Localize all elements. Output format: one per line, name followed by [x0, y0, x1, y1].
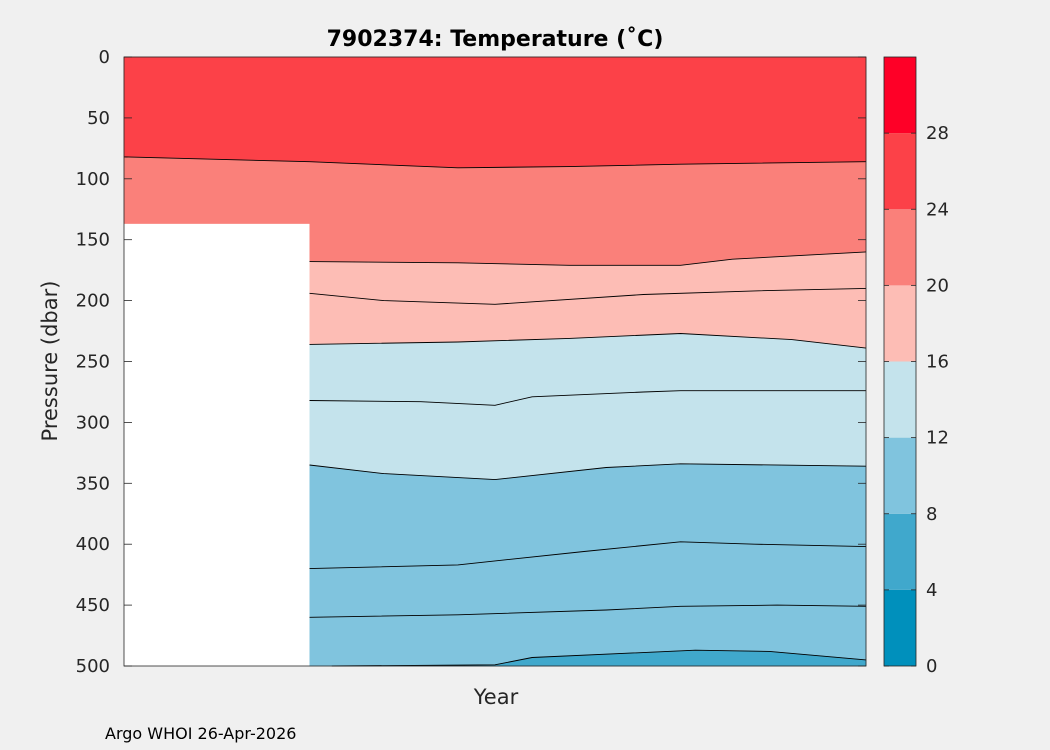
contour-line-24	[123, 156, 867, 169]
colorbar-segment	[884, 57, 916, 134]
contour-plot-area	[123, 56, 867, 667]
colorbar-tick-label: 4	[926, 580, 937, 601]
y-tick-label: 450	[76, 595, 110, 616]
y-tick-label: 350	[76, 473, 110, 494]
missing-data-region	[124, 223, 310, 666]
y-tick-label: 0	[99, 47, 110, 68]
colorbar-segment	[884, 513, 916, 590]
y-tick-label: 100	[76, 169, 110, 190]
band-warm-upper	[309, 161, 867, 266]
contour-line-10	[309, 541, 867, 570]
contour-line-20	[309, 251, 867, 266]
y-tick-label: 300	[76, 412, 110, 433]
colorbar: 0 4 8 12 16 20 24 28	[883, 56, 949, 677]
contour-line-16	[309, 333, 867, 349]
band-warm-upper-left	[123, 156, 310, 225]
colorbar-tick-label: 24	[926, 199, 949, 220]
colorbar-tick-label: 16	[926, 352, 949, 373]
contour-line-18	[309, 287, 867, 305]
band-cool-lower	[309, 463, 867, 667]
contour-line-12	[309, 463, 867, 481]
colorbar-segment	[884, 209, 916, 286]
y-tick-label: 400	[76, 534, 110, 555]
y-axis-ticks: 0 50 100 150 200 250 300 350 400 450 500	[76, 47, 866, 677]
contour-line-14	[309, 390, 866, 406]
colorbar-tick-label: 28	[926, 123, 949, 144]
colorbar-tick-label: 20	[926, 275, 949, 296]
colorbar-segment	[884, 285, 916, 362]
y-tick-label: 250	[76, 352, 110, 373]
y-tick-label: 50	[87, 108, 110, 129]
band-surface	[123, 56, 867, 169]
y-tick-label: 150	[76, 230, 110, 251]
colorbar-tick-label: 0	[926, 656, 937, 677]
y-tick-label: 500	[76, 656, 110, 677]
colorbar-segment	[884, 589, 916, 666]
colorbar-segment	[884, 437, 916, 514]
y-tick-label: 200	[76, 291, 110, 312]
colorbar-tick-label: 8	[926, 504, 937, 525]
y-axis-label: Pressure (dbar)	[38, 281, 62, 442]
colorbar-segment	[884, 133, 916, 210]
band-warm-lower	[309, 251, 867, 349]
colorbar-tick-label: 12	[926, 428, 949, 449]
contour-line-9	[309, 604, 867, 618]
footer-credit: Argo WHOI 26-Apr-2026	[105, 724, 297, 743]
x-axis-label: Year	[473, 685, 519, 709]
band-cool-upper	[309, 333, 867, 480]
chart-title: 7902374: Temperature (˚C)	[327, 27, 664, 52]
contour-line-8	[331, 649, 867, 667]
colorbar-segment	[884, 361, 916, 438]
